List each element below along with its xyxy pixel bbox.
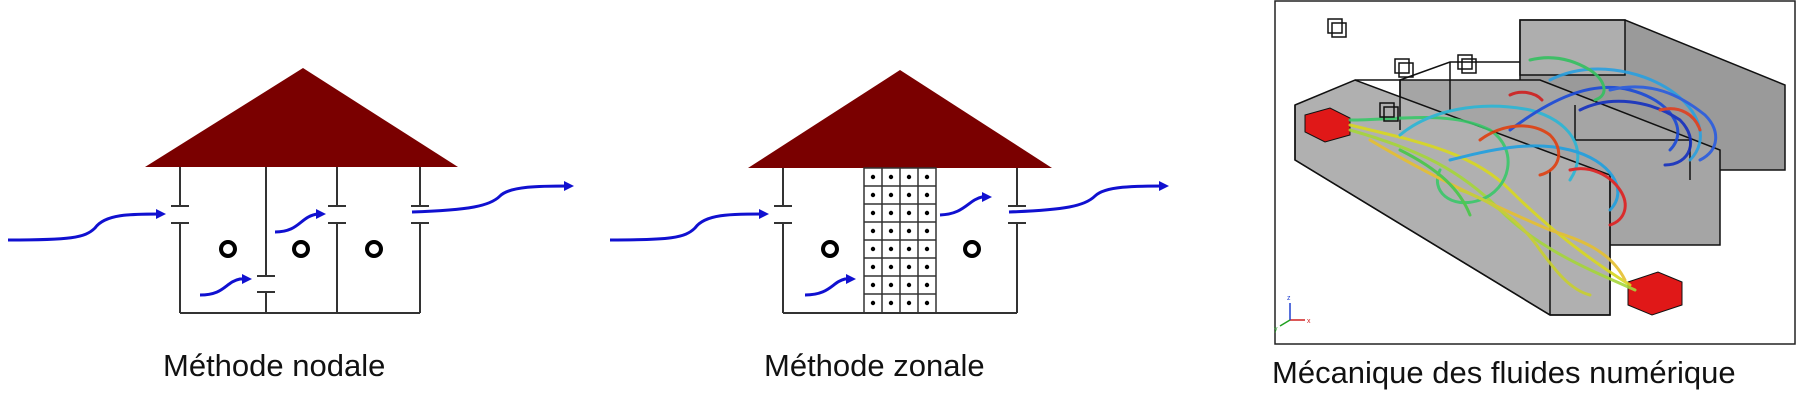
zonal-cell-node xyxy=(906,264,912,270)
zonal-cell-node xyxy=(870,210,876,216)
zonal-cell-node xyxy=(906,300,912,306)
internal-arrow-icon xyxy=(939,192,992,217)
flow-arrows xyxy=(7,181,574,297)
zonal-cell-node xyxy=(924,264,930,270)
axis-label-z: z xyxy=(1287,295,1291,302)
zonal-cell-node xyxy=(924,210,930,216)
panel-cfd: x z y Mécanique des fluides numérique xyxy=(1250,0,1810,418)
caption-zonal: Méthode zonale xyxy=(764,348,985,383)
nodal-house-diagram xyxy=(7,68,574,314)
zonal-cell-node xyxy=(888,300,894,306)
outlet-box xyxy=(1627,271,1683,316)
zonal-cell-node xyxy=(888,210,894,216)
caption-nodal: Méthode nodale xyxy=(163,348,386,383)
axis-label-y: y xyxy=(1274,326,1278,333)
node-icons xyxy=(219,240,383,258)
zonal-cell-node xyxy=(888,174,894,180)
zonal-grid xyxy=(863,167,937,314)
roof xyxy=(145,68,458,167)
zonal-cell-node xyxy=(888,228,894,234)
zonal-cell-node xyxy=(906,282,912,288)
opening-marks xyxy=(774,205,1026,224)
zonal-house-diagram xyxy=(609,70,1169,314)
zonal-cell-node xyxy=(870,300,876,306)
zonal-cell-node xyxy=(924,282,930,288)
zonal-cell-node xyxy=(888,246,894,252)
cfd-streamlines xyxy=(1348,56,1718,297)
internal-arrow-icon xyxy=(199,274,252,297)
panel-nodal: Méthode nodale xyxy=(0,0,600,418)
zonal-cell-node xyxy=(906,210,912,216)
zonal-cell-node xyxy=(870,174,876,180)
node-icon xyxy=(219,240,237,258)
zonal-cell-node xyxy=(906,174,912,180)
inlet-arrow-icon xyxy=(609,209,769,242)
internal-arrow-icon xyxy=(274,209,326,234)
cfd-simulation-image: x z y xyxy=(1274,0,1796,345)
opening-marks xyxy=(171,205,429,293)
zonal-cell-node xyxy=(870,264,876,270)
cfd-inlets xyxy=(1304,107,1683,316)
node-icon xyxy=(292,240,310,258)
zonal-cell-node xyxy=(906,246,912,252)
zonal-cell-node xyxy=(906,192,912,198)
zonal-cell-node xyxy=(870,246,876,252)
node-icon xyxy=(963,240,981,258)
cfd-diffusers xyxy=(1327,18,1477,122)
zonal-cell-node xyxy=(888,264,894,270)
axis-label-x: x xyxy=(1307,318,1311,325)
node-icon xyxy=(365,240,383,258)
axis-triad-icon xyxy=(1279,303,1305,327)
zonal-cell-node xyxy=(924,192,930,198)
inlet-arrow-icon xyxy=(7,209,166,242)
zonal-cell-node xyxy=(924,300,930,306)
zonal-cell-node xyxy=(870,282,876,288)
zonal-cell-node xyxy=(888,192,894,198)
zonal-cell-node xyxy=(924,228,930,234)
zonal-cell-node xyxy=(906,228,912,234)
node-icon xyxy=(821,240,839,258)
inlet-box xyxy=(1304,107,1351,143)
node-icons xyxy=(821,240,981,258)
zonal-cell-node xyxy=(870,192,876,198)
outlet-arrow-icon xyxy=(411,181,574,214)
caption-cfd: Mécanique des fluides numérique xyxy=(1272,355,1736,390)
zonal-cell-node xyxy=(924,246,930,252)
zonal-cell-nodes xyxy=(870,174,930,306)
flow-arrows xyxy=(609,181,1169,297)
outlet-arrow-icon xyxy=(1008,181,1169,214)
zonal-cell-node xyxy=(870,228,876,234)
house-walls xyxy=(179,167,421,314)
roof xyxy=(748,70,1052,168)
zonal-cell-node xyxy=(924,174,930,180)
zonal-cell-node xyxy=(888,282,894,288)
panel-zonal: Méthode zonale xyxy=(600,0,1250,418)
internal-arrow-icon xyxy=(804,274,856,297)
